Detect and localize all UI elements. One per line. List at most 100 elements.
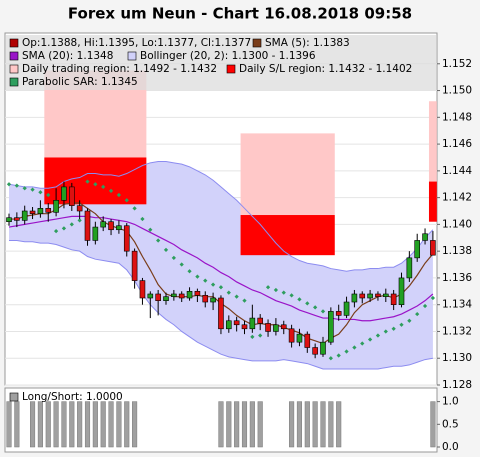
candle-body — [406, 257, 413, 279]
bollinger-band — [9, 161, 433, 369]
legend-label: Op:1.1388, Hi:1.1395, Lo:1.1377, Cl:1.13… — [22, 37, 251, 49]
candle-body — [249, 317, 256, 330]
chart-title: Forex um Neun - Chart 16.08.2018 09:58 — [68, 5, 412, 23]
sar-dot — [258, 333, 263, 338]
bar — [226, 401, 232, 448]
legend-box — [6, 35, 436, 90]
legend-label: Bollinger (20, 2): 1.1300 - 1.1396 — [140, 50, 316, 62]
candle-body — [100, 221, 106, 228]
legend-swatch — [9, 64, 19, 74]
candle-body — [108, 221, 114, 231]
sar-dot — [101, 184, 106, 190]
candle-body — [296, 333, 303, 343]
sar-dot — [53, 228, 59, 234]
bar — [336, 401, 342, 448]
candle-body — [194, 291, 201, 296]
y-tick-label: 1.134 — [442, 299, 472, 311]
bar — [30, 401, 36, 448]
candle-body — [233, 320, 240, 326]
candle-body — [186, 291, 193, 299]
sar-dot — [430, 295, 436, 301]
sar-dot — [234, 294, 239, 299]
candle-body — [76, 205, 83, 212]
candle-body — [273, 324, 279, 332]
sar-dot — [85, 179, 90, 184]
sar-dot — [124, 198, 129, 203]
sar-dot — [30, 187, 35, 192]
sar-dot — [289, 293, 294, 298]
candle-body — [226, 320, 232, 330]
legend-swatch — [226, 64, 236, 74]
sar-dot — [108, 188, 114, 194]
bar — [116, 401, 122, 448]
sar-dot — [305, 301, 310, 306]
candle-body — [171, 293, 177, 297]
candle-body — [257, 317, 264, 324]
candle-body — [382, 293, 389, 297]
bar — [108, 401, 114, 448]
candle-body — [351, 293, 358, 303]
candle-body — [29, 210, 36, 214]
candle-body — [45, 208, 52, 213]
candle-body — [390, 293, 397, 305]
candle-body — [304, 333, 311, 348]
sar-dot — [265, 285, 271, 290]
candle-body — [312, 347, 318, 355]
candle-body — [84, 210, 91, 241]
y-tick-label: 1.148 — [442, 111, 472, 123]
sar-dot — [336, 353, 341, 358]
sar-dot — [179, 262, 184, 267]
candle-body — [430, 240, 436, 256]
candle-body — [343, 301, 350, 316]
sar-dot — [148, 227, 153, 232]
bar — [289, 401, 295, 448]
bar — [257, 401, 263, 448]
sar-dot — [132, 206, 137, 211]
legend-label: Parabolic SAR: 1.1345 — [22, 76, 138, 88]
y-tick-label: 0.5 — [442, 418, 459, 430]
sar-dot — [187, 269, 192, 274]
sar-dot — [140, 216, 145, 222]
sar-dot — [22, 186, 27, 191]
legend-swatch — [9, 38, 19, 48]
candle-body — [37, 208, 44, 214]
bar — [430, 401, 436, 448]
candle-body — [155, 293, 161, 301]
sar-dot — [195, 274, 200, 279]
candle-body — [328, 311, 334, 343]
candle-body — [398, 277, 405, 305]
y-tick-label: 1.142 — [442, 192, 472, 204]
bollinger-lower — [9, 239, 433, 370]
bar — [77, 401, 83, 448]
bar — [14, 401, 20, 448]
bar — [6, 401, 12, 448]
sar-dot — [171, 255, 176, 260]
sar-dot — [320, 309, 326, 314]
y-tick-label: 1.140 — [442, 218, 472, 230]
sar-dot — [399, 322, 404, 327]
bar — [320, 401, 326, 448]
candle-body — [163, 296, 169, 301]
sar-dot — [61, 226, 67, 231]
sar-dot — [226, 290, 231, 295]
sar-dot — [407, 318, 412, 323]
candle-body — [218, 297, 224, 330]
sar-dot — [163, 247, 169, 252]
legend-swatch — [9, 392, 19, 402]
sar-dot — [218, 285, 224, 290]
sl-region — [44, 157, 147, 205]
sar-dot — [203, 278, 208, 283]
y-tick-label: 1.0 — [442, 396, 459, 408]
sar-dot — [281, 290, 286, 295]
candle-body — [116, 225, 122, 231]
candle-body — [147, 293, 154, 299]
candle-body — [131, 250, 138, 281]
sar-dot — [38, 190, 43, 195]
legend-label: SMA (20): 1.1348 — [22, 50, 113, 62]
candle-body — [139, 280, 146, 299]
legend-label: Long/Short: 1.0000 — [22, 391, 123, 403]
candle-body — [6, 217, 12, 223]
sar-dot — [422, 303, 428, 309]
bar — [241, 401, 248, 448]
candle-body — [422, 233, 428, 241]
